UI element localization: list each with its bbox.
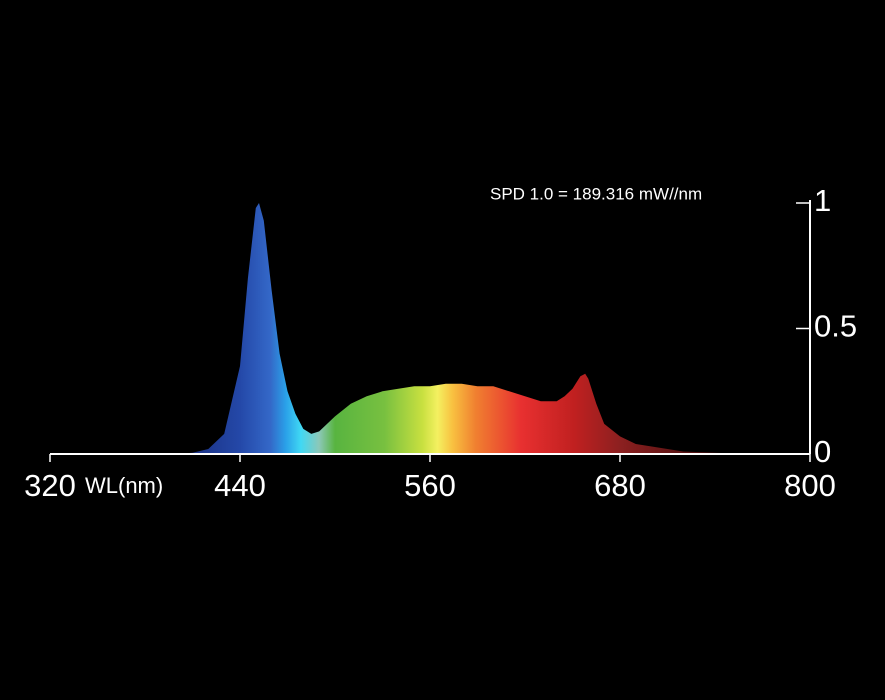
x-tick-label: 680 <box>594 468 646 503</box>
x-axis-label: WL(nm) <box>85 473 163 498</box>
spectrum-area <box>50 203 810 454</box>
y-tick-label: 0 <box>814 434 831 469</box>
annotation: SPD 1.0 = 189.316 mW//nm <box>490 184 702 203</box>
x-tick-label: 320 <box>24 468 76 503</box>
y-tick-label: 1 <box>814 183 831 218</box>
x-tick-label: 440 <box>214 468 266 503</box>
x-tick-label: 560 <box>404 468 456 503</box>
y-tick-label: 0.5 <box>814 309 857 344</box>
x-tick-label: 800 <box>784 468 836 503</box>
